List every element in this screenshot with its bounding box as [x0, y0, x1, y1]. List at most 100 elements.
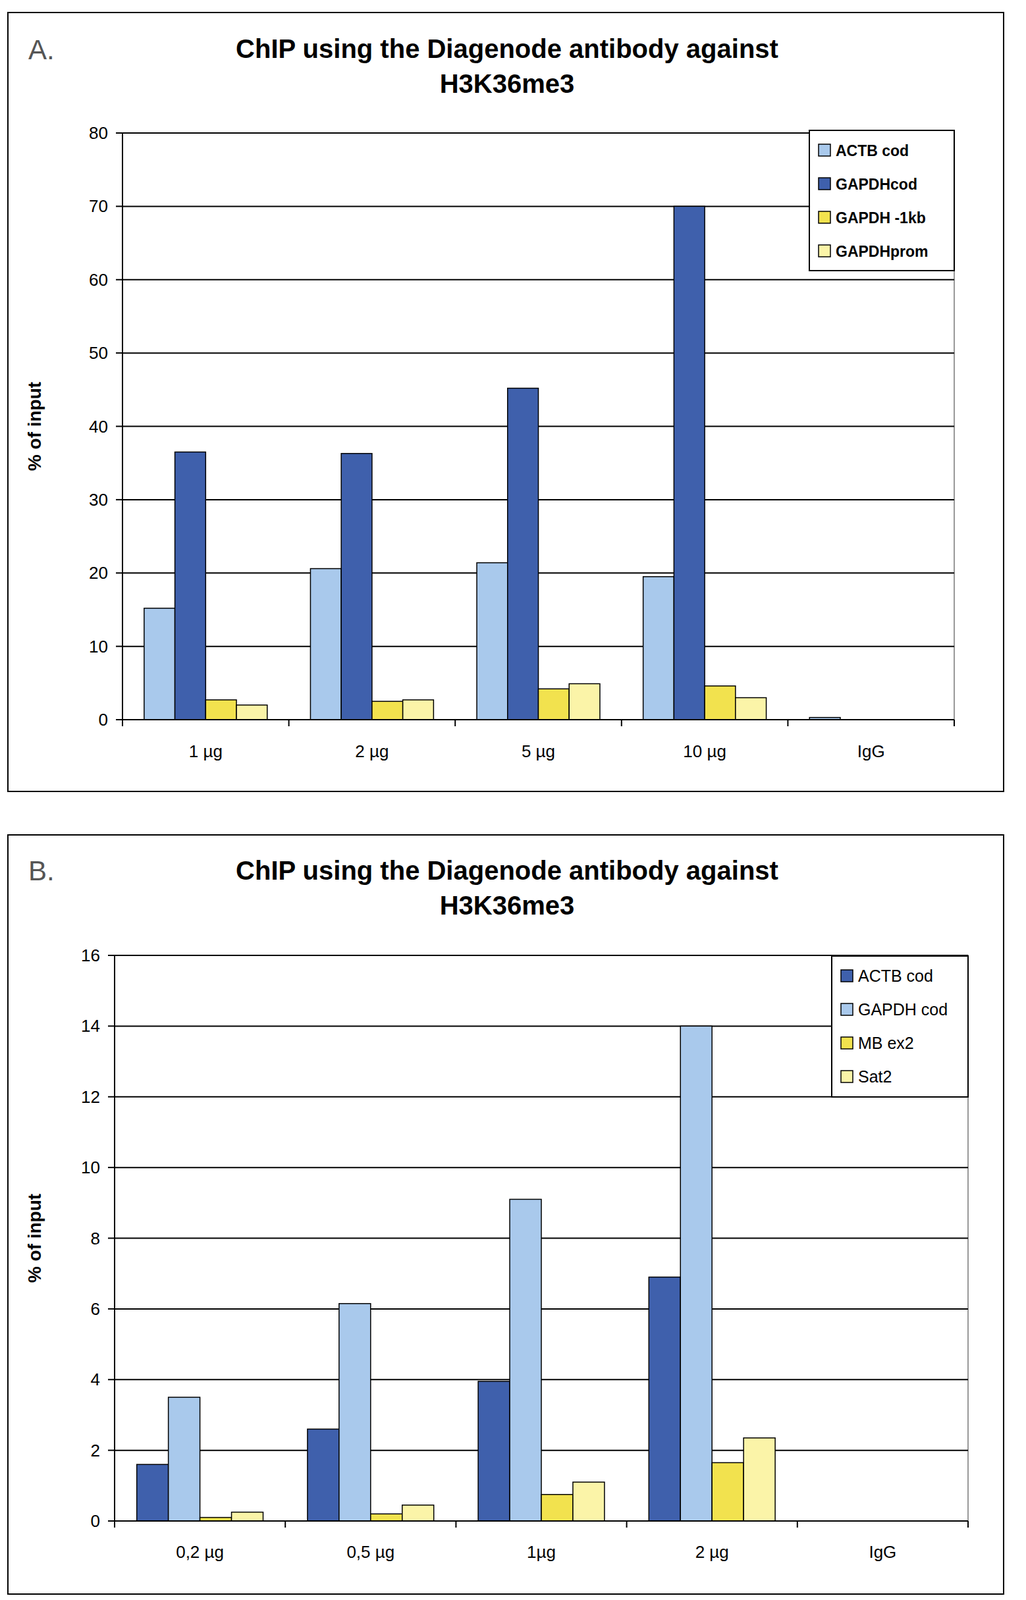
- bars: [144, 206, 841, 720]
- tick-label: 14: [81, 1016, 101, 1036]
- tick: [115, 205, 123, 207]
- tick: [115, 352, 123, 354]
- legend-swatch: [840, 1003, 853, 1016]
- legend: ACTB codGAPDH codMB ex2Sat2: [831, 956, 969, 1098]
- legend-swatch: [840, 1070, 853, 1083]
- grid-line: [122, 719, 955, 721]
- legend-label: GAPDH cod: [858, 1000, 948, 1019]
- tick-label: 0: [90, 1511, 101, 1532]
- category-tick: [626, 1521, 628, 1528]
- tick: [108, 1238, 115, 1240]
- tick-label: 30: [88, 489, 108, 510]
- tick-label: 0: [98, 709, 108, 730]
- plot-frame: [122, 133, 955, 720]
- bar: [403, 700, 434, 720]
- bar: [310, 568, 342, 720]
- legend-label: GAPDH -1kb: [835, 209, 926, 227]
- category-tick: [786, 719, 789, 727]
- legend-label: Sat2: [858, 1067, 892, 1086]
- bar: [507, 388, 539, 720]
- tick: [108, 954, 115, 957]
- tick: [108, 1308, 115, 1310]
- tick-label: 10 µg: [682, 741, 727, 762]
- bar: [402, 1505, 434, 1522]
- tick-label: 10: [88, 636, 108, 657]
- bar: [341, 453, 373, 720]
- legend-box: [831, 956, 969, 1098]
- tick-label: 6: [90, 1299, 101, 1320]
- category-tick: [454, 719, 456, 727]
- tick: [115, 279, 123, 281]
- bar: [572, 1482, 605, 1522]
- legend-swatch: [840, 970, 853, 982]
- bar: [478, 1381, 510, 1522]
- bar: [307, 1429, 340, 1522]
- bar: [538, 688, 570, 720]
- axis-label: % of input: [24, 381, 45, 471]
- tick: [115, 572, 123, 574]
- tick-label: IgG: [857, 741, 886, 762]
- axis-label: % of input: [24, 1193, 45, 1283]
- bar: [735, 698, 767, 720]
- legend-swatch: [818, 144, 831, 157]
- chart: B.ChIP using the Diagenode antibody agai…: [7, 835, 1004, 1595]
- bar: [168, 1397, 201, 1522]
- tick: [115, 719, 123, 721]
- tick-label: 16: [81, 945, 101, 966]
- tick-label: 2: [90, 1440, 101, 1461]
- bar: [236, 705, 268, 720]
- bar: [643, 576, 675, 720]
- tick: [115, 646, 123, 648]
- tick-label: 80: [88, 123, 108, 143]
- tick-label: 2 µg: [695, 1542, 729, 1563]
- tick-label: 1 µg: [189, 741, 223, 762]
- bar: [648, 1277, 681, 1522]
- bar: [231, 1512, 264, 1522]
- category-tick: [621, 719, 623, 727]
- bar: [704, 686, 736, 720]
- title: ChIP using the Diagenode antibody agains…: [235, 34, 779, 64]
- grid-line: [114, 1520, 969, 1522]
- category-tick: [288, 719, 290, 727]
- bar: [136, 1464, 169, 1522]
- tick: [115, 132, 123, 134]
- tick: [115, 499, 123, 501]
- tick-label: 40: [88, 416, 108, 437]
- category-tick: [967, 1521, 969, 1528]
- tick-label: 2 µg: [354, 741, 389, 762]
- bar: [673, 206, 705, 720]
- legend-label: GAPDHprom: [835, 243, 929, 261]
- title: ChIP using the Diagenode antibody agains…: [235, 856, 779, 886]
- bar: [339, 1303, 371, 1522]
- bar: [372, 701, 404, 720]
- tick-label: 50: [88, 343, 108, 363]
- tick-label: 70: [88, 196, 108, 216]
- legend-swatch: [818, 177, 831, 190]
- legend-label: GAPDHcod: [835, 175, 918, 193]
- y-axis: [113, 955, 116, 1522]
- legend-swatch: [818, 244, 831, 257]
- tick-label: 60: [88, 270, 108, 290]
- grid-line: [122, 352, 955, 354]
- category-tick: [113, 1521, 116, 1528]
- tick: [108, 1378, 115, 1381]
- tick-label: IgG: [868, 1542, 897, 1563]
- tick-label: 1µg: [526, 1542, 556, 1563]
- grid-line: [122, 279, 955, 281]
- legend-box: [809, 130, 955, 271]
- category-tick: [284, 1521, 286, 1528]
- category-tick: [796, 1521, 799, 1528]
- tick: [108, 1096, 115, 1098]
- tick-label: 10: [81, 1157, 101, 1178]
- category-tick: [455, 1521, 457, 1528]
- panel-frame: [7, 12, 1004, 792]
- tick: [108, 1025, 115, 1027]
- legend-label: ACTB cod: [835, 142, 909, 160]
- tick-label: 0,5 µg: [346, 1542, 395, 1563]
- legend-label: ACTB cod: [858, 966, 934, 986]
- tick-label: 0,2 µg: [175, 1542, 224, 1563]
- x-axis: [122, 719, 955, 721]
- bar: [680, 1026, 712, 1522]
- legend-swatch: [840, 1037, 853, 1050]
- grid-line: [114, 1166, 969, 1169]
